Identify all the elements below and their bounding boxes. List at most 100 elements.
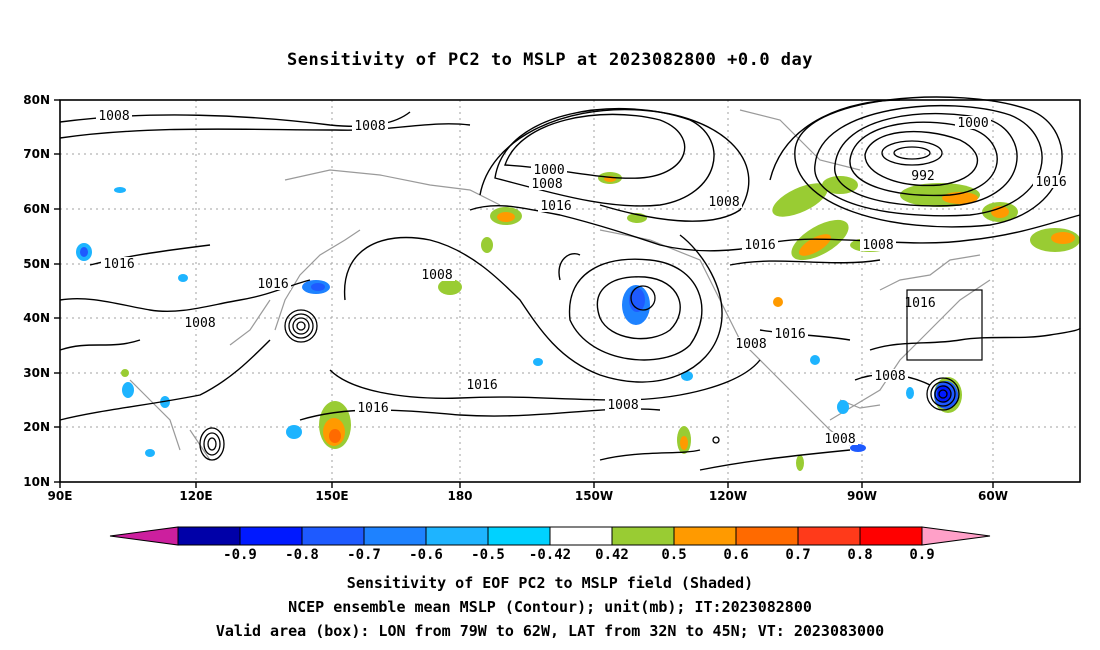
lon-tick-label: 120W xyxy=(709,489,747,503)
lon-tick-label: 90E xyxy=(48,489,73,503)
contour-label: 1016 xyxy=(1035,175,1066,190)
colorbar-segment xyxy=(797,526,861,546)
valid-area-box xyxy=(906,289,983,361)
lat-tick-label: 30N xyxy=(23,366,50,380)
contour-label-bg xyxy=(531,163,567,176)
contour-label-bg xyxy=(182,316,218,329)
map-frame xyxy=(59,99,1081,483)
lon-axis: 90E 120E 150E 180 150W 120W 90W 60W xyxy=(48,489,1008,503)
contour-label-bg xyxy=(822,432,858,445)
contour-label-bg xyxy=(872,369,908,382)
colorbar-tick-label: -0.5 xyxy=(471,547,505,563)
contour-label: 1008 xyxy=(708,195,739,210)
contour-label-bg xyxy=(733,337,769,350)
contour-label: 1016 xyxy=(466,378,497,393)
lon-tick-label: 150E xyxy=(315,489,348,503)
axis-ticks xyxy=(54,99,994,488)
colorbar-segment xyxy=(301,526,365,546)
contour-label: 1008 xyxy=(184,316,215,331)
contour-label: 1008 xyxy=(421,268,452,283)
shaded-sensitivity xyxy=(76,172,1080,471)
colorbar-segment xyxy=(611,526,675,546)
contour-label-bg xyxy=(772,327,808,340)
footer-line-3: Valid area (box): LON from 79W to 62W, L… xyxy=(215,622,885,640)
contour-label-bg xyxy=(96,109,132,122)
lat-tick-label: 10N xyxy=(23,475,50,489)
contour-label-bg xyxy=(706,195,742,208)
lon-tick-label: 120E xyxy=(179,489,212,503)
contour-label: 1016 xyxy=(904,296,935,311)
lat-tick-label: 80N xyxy=(23,93,50,107)
contour-label-bg xyxy=(464,378,500,391)
lon-tick-label: 90W xyxy=(847,489,877,503)
contour-label: 1008 xyxy=(607,398,638,413)
contour-label: 1000 xyxy=(533,163,564,178)
colorbar-tick-label: -0.8 xyxy=(285,547,319,563)
closed-lows xyxy=(199,140,960,461)
contour-label: 992 xyxy=(911,169,934,184)
contour-label: 1016 xyxy=(774,327,805,342)
colorbar-segment xyxy=(859,526,923,546)
colorbar-tick-label: 0.6 xyxy=(723,547,748,563)
contour-label: 1016 xyxy=(103,257,134,272)
colorbar-tick-label: -0.7 xyxy=(347,547,381,563)
map-plot-area xyxy=(60,100,1080,482)
colorbar-right-arrow xyxy=(921,526,991,546)
contour-label-bg xyxy=(860,238,896,251)
colorbar-tick-label: -0.6 xyxy=(409,547,443,563)
contour-label: 1016 xyxy=(257,277,288,292)
lat-axis: 80N 70N 60N 50N 40N 30N 20N 10N xyxy=(23,93,50,489)
colorbar-segment xyxy=(363,526,427,546)
contour-label-bg xyxy=(255,277,291,290)
colorbar-segment xyxy=(177,526,241,546)
contour-label-bg xyxy=(419,268,455,281)
lat-tick-label: 70N xyxy=(23,147,50,161)
contour-label-bg xyxy=(905,169,941,182)
colorbar-segment xyxy=(239,526,303,546)
colorbar-tick-label: 0.5 xyxy=(661,547,686,563)
contour-label: 1008 xyxy=(354,119,385,134)
contour-label: 1008 xyxy=(98,109,129,124)
contour-label-bg xyxy=(352,119,388,132)
lat-tick-label: 20N xyxy=(23,420,50,434)
colorbar-tick-label: 0.7 xyxy=(785,547,810,563)
lat-tick-label: 60N xyxy=(23,202,50,216)
contour-label-bg xyxy=(538,199,574,212)
colorbar-tick-label: 0.8 xyxy=(847,547,872,563)
contour-label-bg xyxy=(955,116,991,129)
contour-label: 1008 xyxy=(862,238,893,253)
footer-line-2: NCEP ensemble mean MSLP (Contour); unit(… xyxy=(288,598,812,616)
colorbar-segment xyxy=(487,526,551,546)
colorbar-tick-label: -0.42 xyxy=(529,547,571,563)
lon-tick-label: 180 xyxy=(447,489,472,503)
contour-label-bg xyxy=(605,398,641,411)
lat-tick-label: 40N xyxy=(23,311,50,325)
contour-label-bg xyxy=(529,177,565,190)
contour-label: 1008 xyxy=(531,177,562,192)
colorbar-tick-label: 0.9 xyxy=(909,547,934,563)
contour-label: 1008 xyxy=(824,432,855,447)
lon-tick-label: 150W xyxy=(575,489,613,503)
colorbar-segment xyxy=(549,526,613,546)
contour-label: 1016 xyxy=(357,401,388,416)
contour-label-bg xyxy=(742,238,778,251)
colorbar-segment xyxy=(735,526,799,546)
colorbar xyxy=(109,526,991,546)
contour-label: 1008 xyxy=(874,369,905,384)
colorbar-segment xyxy=(425,526,489,546)
contour-label: 1016 xyxy=(744,238,775,253)
colorbar-labels: -0.9 -0.8 -0.7 -0.6 -0.5 -0.42 0.42 0.5 0.6 0.7 0.… xyxy=(223,547,935,563)
footer-line-1: Sensitivity of EOF PC2 to MSLP field (Sh… xyxy=(346,574,754,592)
map-title: Sensitivity of PC2 to MSLP at 2023082800… xyxy=(286,50,813,70)
contour-label: 1016 xyxy=(540,199,571,214)
contour-label: 1000 xyxy=(957,116,988,131)
colorbar-tick-label: 0.42 xyxy=(595,547,629,563)
lon-tick-label: 60W xyxy=(978,489,1008,503)
contour-label-bg xyxy=(355,401,391,414)
contour-label: 1008 xyxy=(735,337,766,352)
lat-tick-label: 50N xyxy=(23,257,50,271)
colorbar-tick-label: -0.9 xyxy=(223,547,257,563)
contour-label-bg xyxy=(902,296,938,309)
contour-label-bg xyxy=(101,257,137,270)
